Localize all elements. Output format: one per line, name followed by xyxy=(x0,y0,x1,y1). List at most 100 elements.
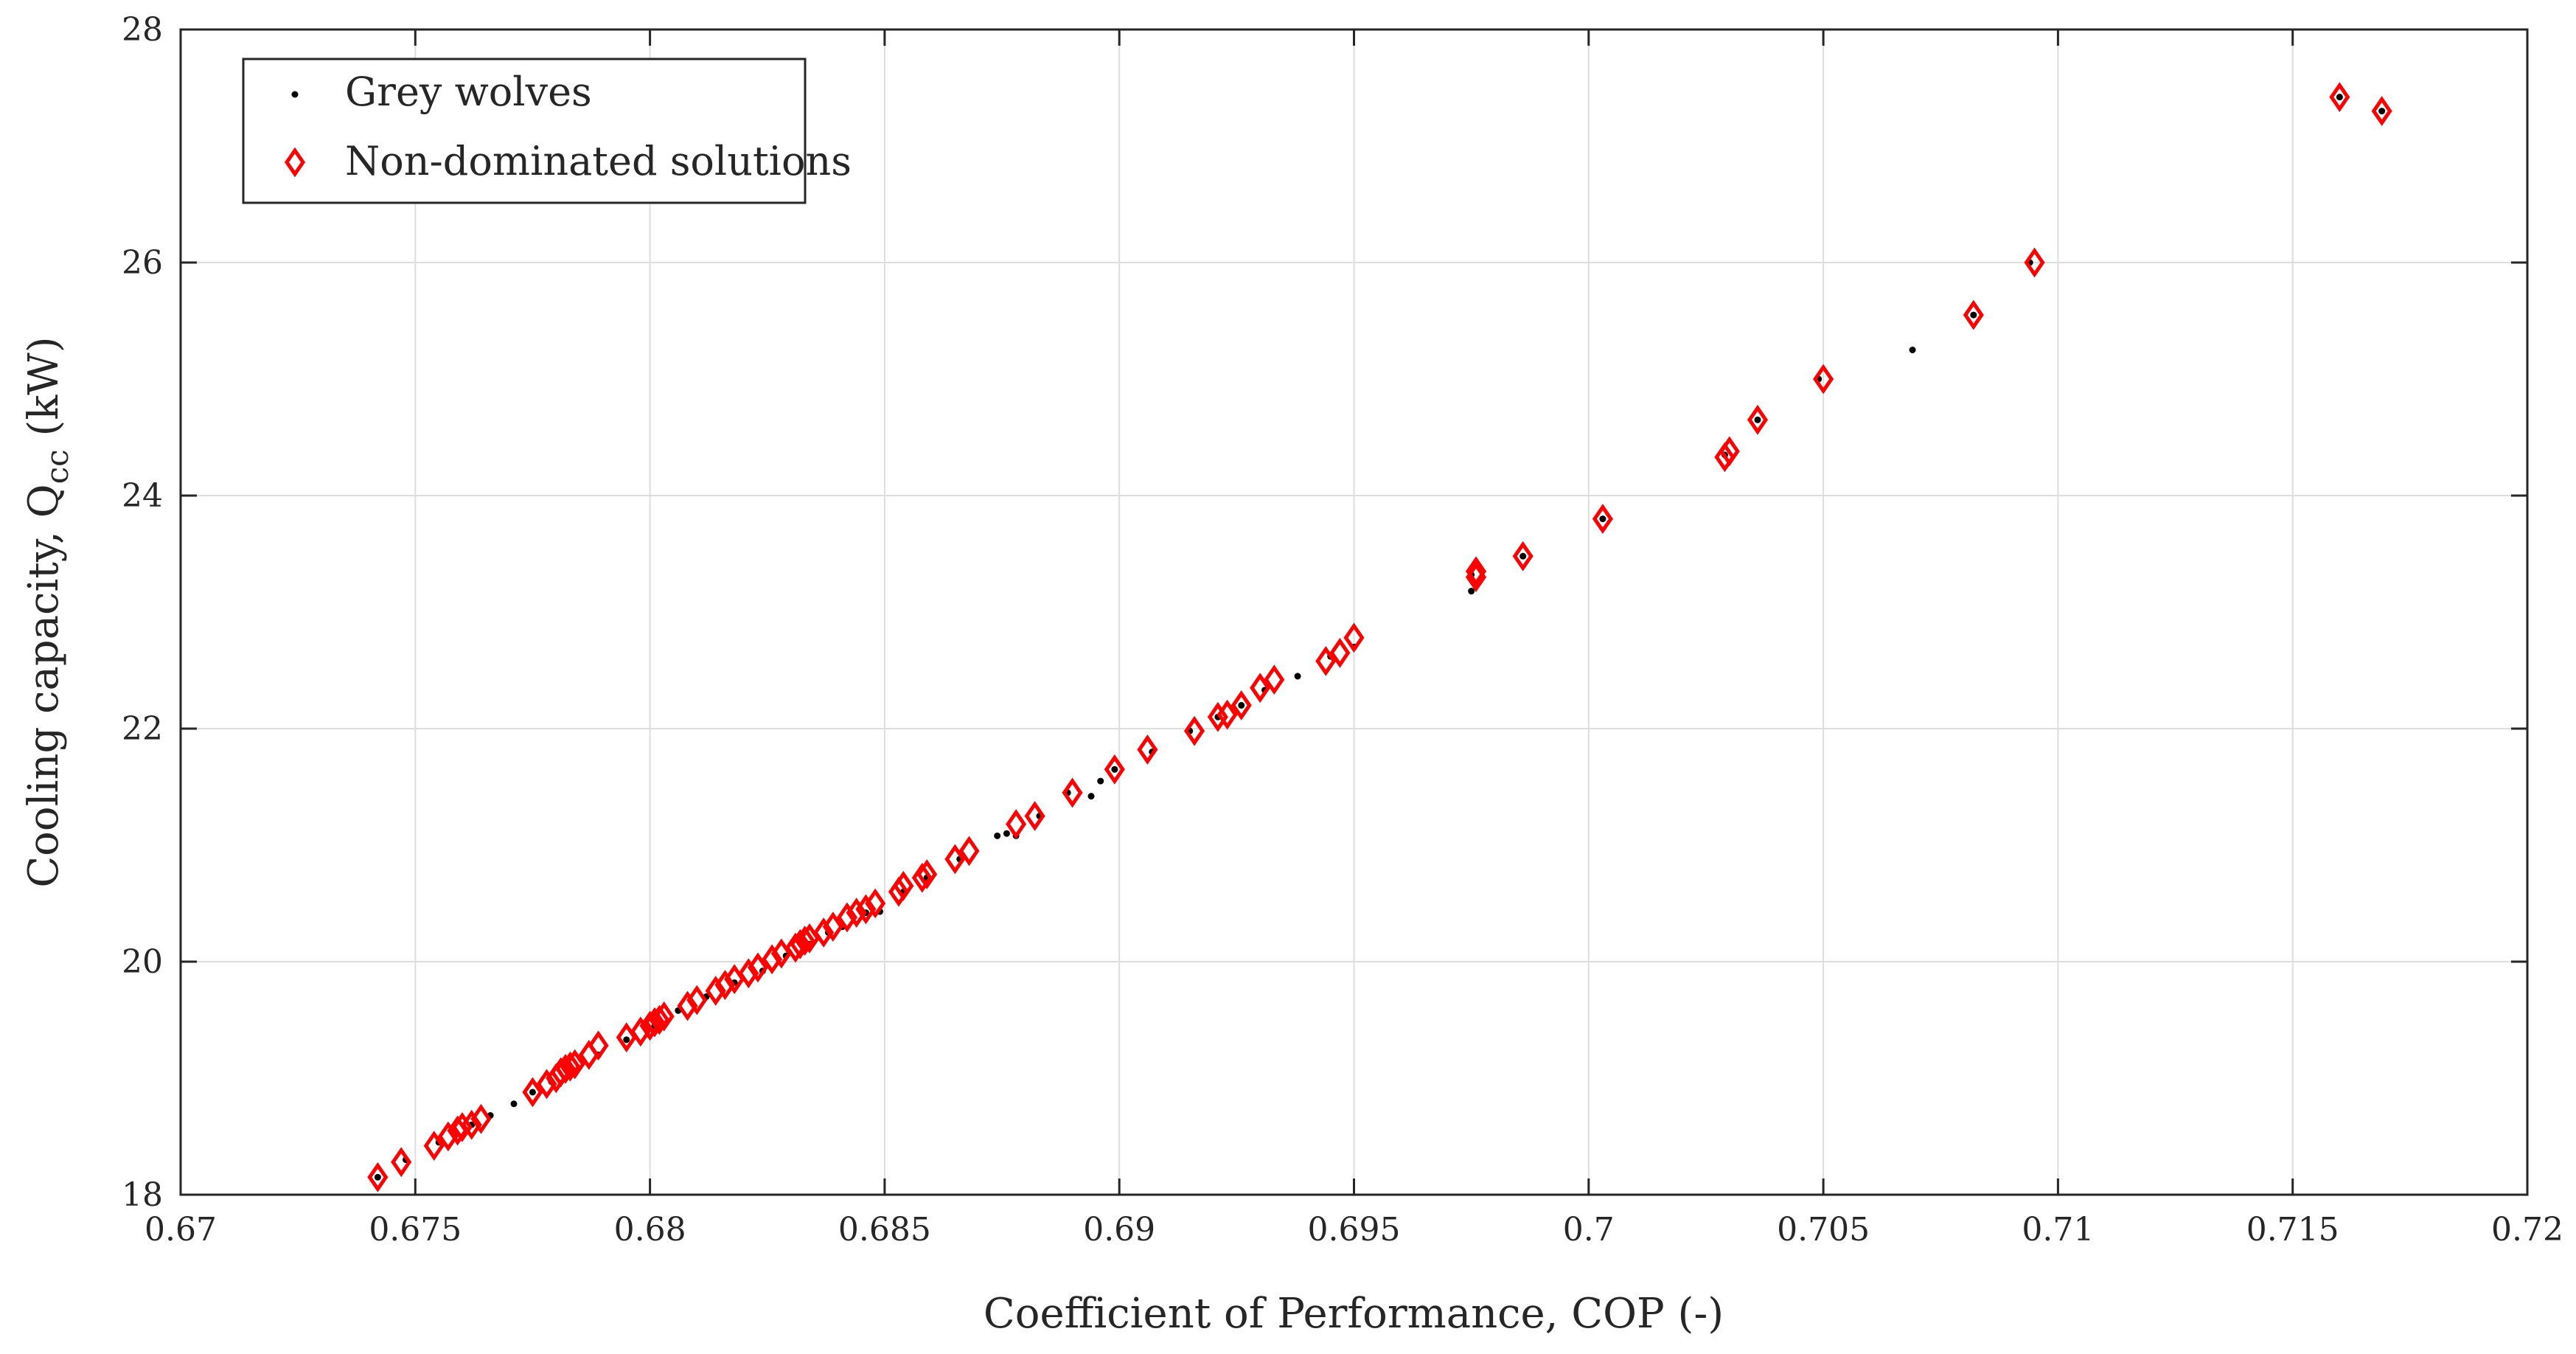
x-tick-label: 0.685 xyxy=(838,1211,931,1249)
non-dominated-point xyxy=(1184,715,1205,746)
y-axis-label-main: Cooling capacity, Q xyxy=(20,484,68,887)
non-dominated-point xyxy=(367,1162,389,1192)
non-dominated-point xyxy=(911,862,933,893)
non-dominated-point xyxy=(564,1049,585,1080)
x-tick-label: 0.72 xyxy=(2491,1211,2563,1249)
non-dominated-point xyxy=(423,1131,445,1162)
legend-marker-non-dominated xyxy=(284,147,306,178)
x-tick-label: 0.705 xyxy=(1777,1211,1870,1249)
y-tick-label: 24 xyxy=(122,477,163,515)
grey-wolf-point xyxy=(1970,311,1977,319)
x-tick-label: 0.67 xyxy=(145,1211,217,1249)
non-dominated-point xyxy=(588,1030,609,1061)
axis-ticks: 0.67 0.675 0.68 0.685 0.69 0.695 0.7 0.705 0.71 0… xyxy=(122,11,2563,1249)
non-dominated-point xyxy=(2371,96,2392,127)
grey-wolf-point xyxy=(1003,830,1010,837)
legend-label-grey-wolves: Grey wolves xyxy=(345,69,592,115)
non-dominated-point xyxy=(1719,436,1740,467)
grey-wolf-point xyxy=(1520,552,1527,560)
grey-wolves-series xyxy=(374,94,2386,1181)
x-tick-label: 0.71 xyxy=(2022,1211,2094,1249)
non-dominated-point xyxy=(644,1007,665,1038)
grey-wolf-point xyxy=(1087,793,1095,800)
non-dominated-point xyxy=(639,1010,661,1041)
y-tick-label: 26 xyxy=(122,244,163,282)
grey-wolf-point xyxy=(1468,588,1475,595)
non-dominated-point xyxy=(677,990,698,1021)
non-dominated-series xyxy=(367,82,2392,1192)
non-dominated-point xyxy=(1230,690,1252,721)
grey-wolf-point xyxy=(529,1089,536,1096)
non-dominated-point xyxy=(1062,777,1083,808)
non-dominated-point xyxy=(522,1077,543,1108)
non-dominated-point xyxy=(470,1103,492,1134)
non-dominated-point xyxy=(461,1109,482,1140)
grey-wolf-point xyxy=(994,832,1001,839)
grey-wolf-point xyxy=(1599,515,1606,523)
non-dominated-point xyxy=(630,1016,651,1047)
non-dominated-point xyxy=(554,1053,577,1084)
non-dominated-point xyxy=(653,1001,675,1032)
non-dominated-point xyxy=(1329,637,1351,668)
grey-wolf-point xyxy=(510,1100,518,1108)
y-axis-label: Cooling capacity, Qcc (kW) xyxy=(20,336,75,887)
grey-wolf-point xyxy=(1754,416,1761,423)
grey-wolf-point xyxy=(2378,108,2386,115)
grid-lines xyxy=(181,29,2527,1195)
non-dominated-point xyxy=(1813,364,1834,395)
non-dominated-point xyxy=(714,970,736,1001)
non-dominated-point xyxy=(1343,622,1365,653)
non-dominated-point xyxy=(649,1004,670,1035)
non-dominated-point xyxy=(560,1051,581,1082)
x-tick-label: 0.7 xyxy=(1563,1211,1615,1249)
non-dominated-point xyxy=(536,1069,557,1100)
non-dominated-point xyxy=(2329,82,2350,113)
non-dominated-point xyxy=(790,928,811,959)
non-dominated-point xyxy=(705,976,726,1006)
grey-wolf-point xyxy=(2336,94,2343,101)
non-dominated-point xyxy=(944,844,966,875)
y-tick-label: 20 xyxy=(122,943,163,981)
x-tick-label: 0.715 xyxy=(2246,1211,2339,1249)
x-tick-label: 0.675 xyxy=(369,1211,462,1249)
non-dominated-point xyxy=(437,1121,459,1152)
non-dominated-point xyxy=(747,952,769,983)
x-axis-label: Coefficient of Performance, COP (-) xyxy=(984,1290,1724,1338)
non-dominated-point xyxy=(1714,442,1736,473)
non-dominated-point xyxy=(550,1057,571,1088)
non-dominated-point xyxy=(958,836,980,867)
non-dominated-point xyxy=(1024,801,1045,831)
non-dominated-point xyxy=(451,1111,473,1142)
non-dominated-point xyxy=(686,985,708,1016)
non-dominated-point xyxy=(1250,673,1271,704)
non-dominated-point xyxy=(916,859,938,889)
grey-wolf-point xyxy=(1294,673,1301,680)
x-tick-label: 0.695 xyxy=(1308,1211,1401,1249)
y-axis-label-unit: (kW) xyxy=(20,336,68,449)
non-dominated-point xyxy=(893,870,914,901)
non-dominated-point xyxy=(1006,809,1027,839)
grey-wolf-point xyxy=(1111,765,1118,773)
non-dominated-point xyxy=(391,1147,412,1178)
non-dominated-point xyxy=(865,888,886,919)
non-dominated-point xyxy=(888,876,910,907)
non-dominated-point xyxy=(1315,645,1337,676)
legend: Grey wolves Non-dominated solutions xyxy=(242,58,852,204)
non-dominated-point xyxy=(1512,541,1534,572)
legend-marker-grey-wolves xyxy=(291,91,299,98)
grey-wolf-point xyxy=(1238,701,1245,709)
legend-box xyxy=(242,58,807,204)
non-dominated-point xyxy=(1465,556,1487,587)
grey-wolf-point xyxy=(623,1036,630,1044)
grey-wolf-point xyxy=(374,1173,381,1181)
non-dominated-point xyxy=(813,917,835,948)
y-tick-label: 22 xyxy=(122,710,163,748)
x-tick-label: 0.69 xyxy=(1083,1211,1155,1249)
non-dominated-point xyxy=(846,898,867,928)
grey-wolf-point xyxy=(1097,777,1104,785)
grey-wolf-point xyxy=(1909,347,1916,353)
non-dominated-point xyxy=(1592,504,1613,535)
non-dominated-point xyxy=(1963,299,1984,330)
non-dominated-point xyxy=(1137,735,1158,765)
